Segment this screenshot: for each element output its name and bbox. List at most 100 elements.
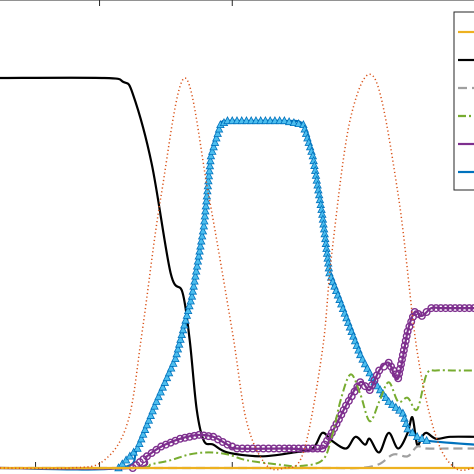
marker-blue-94 <box>213 128 222 137</box>
marker-blue-53 <box>177 329 187 338</box>
marker-blue-93 <box>212 133 221 142</box>
marker-purple-106 <box>407 317 416 326</box>
marker-blue-87 <box>205 161 215 170</box>
series-gray <box>0 445 474 470</box>
marker-blue-175 <box>387 399 397 408</box>
marker-purple-38 <box>176 434 185 443</box>
marker-blue-49 <box>172 349 181 358</box>
marker-purple-114 <box>436 304 445 313</box>
marker-blue-34 <box>142 420 152 429</box>
marker-purple-49 <box>228 442 237 451</box>
marker-blue-176 <box>391 402 401 411</box>
marker-blue-86 <box>205 166 214 175</box>
marker-blue-89 <box>206 151 216 160</box>
marker-blue-80 <box>202 196 211 205</box>
marker-purple-48 <box>223 440 232 449</box>
marker-purple-57 <box>269 444 278 453</box>
marker-blue-76 <box>200 216 209 225</box>
marker-purple-55 <box>259 444 268 453</box>
marker-purple-100 <box>399 346 408 355</box>
marker-purple-115 <box>441 304 450 313</box>
marker-blue-37 <box>148 406 157 415</box>
legend-box <box>453 11 474 191</box>
marker-blue-95 <box>214 124 224 133</box>
series-purple <box>0 304 474 473</box>
marker-purple-121 <box>470 304 474 313</box>
marker-blue-30 <box>135 438 144 448</box>
marker-purple-51 <box>238 444 247 453</box>
marker-purple-99 <box>398 350 407 359</box>
marker-blue-70 <box>195 246 204 255</box>
marker-blue-38 <box>150 401 159 410</box>
marker-blue-79 <box>201 201 211 210</box>
series-line-green <box>0 369 474 470</box>
marker-blue-33 <box>140 424 150 433</box>
marker-blue-59 <box>185 301 194 310</box>
marker-blue-71 <box>196 241 205 250</box>
series-line-black <box>0 76 474 458</box>
marker-purple-110 <box>417 311 426 320</box>
marker-blue-35 <box>144 415 154 424</box>
marker-blue-67 <box>192 261 202 270</box>
marker-purple-111 <box>422 308 431 317</box>
series-black <box>0 76 474 458</box>
marker-blue-88 <box>206 156 215 165</box>
marker-blue-74 <box>198 226 208 235</box>
series-dotted <box>0 73 474 472</box>
marker-purple-62 <box>294 444 303 453</box>
marker-blue-54 <box>178 325 188 334</box>
marker-blue-113 <box>294 118 303 128</box>
marker-blue-90 <box>208 146 217 155</box>
marker-purple-112 <box>427 304 436 313</box>
marker-purple-90 <box>384 358 393 367</box>
marker-purple-35 <box>161 440 170 449</box>
marker-purple-58 <box>275 444 284 453</box>
marker-blue-77 <box>200 211 210 220</box>
marker-purple-68 <box>320 440 329 449</box>
marker-blue-92 <box>210 137 220 146</box>
marker-blue-112 <box>289 117 299 127</box>
marker-purple-40 <box>185 432 194 441</box>
marker-purple-117 <box>451 304 460 313</box>
marker-purple-66 <box>313 444 322 453</box>
series-blue <box>0 116 474 472</box>
marker-purple-67 <box>318 444 327 453</box>
marker-purple-54 <box>254 444 263 453</box>
marker-blue-85 <box>204 171 214 180</box>
marker-blue-69 <box>194 251 204 260</box>
marker-blue-177 <box>395 405 404 414</box>
marker-blue-75 <box>199 221 209 230</box>
marker-blue-43 <box>160 377 170 386</box>
marker-blue-39 <box>152 396 161 405</box>
marker-blue-51 <box>174 339 184 348</box>
marker-purple-44 <box>204 432 213 441</box>
marker-purple-36 <box>166 438 175 447</box>
marker-blue-174 <box>384 396 393 405</box>
marker-purple-56 <box>264 444 273 453</box>
marker-blue-58 <box>183 305 193 314</box>
marker-blue-73 <box>197 231 207 240</box>
marker-blue-61 <box>187 291 197 300</box>
marker-purple-105 <box>405 322 414 331</box>
marker-purple-53 <box>248 444 257 453</box>
marker-purple-52 <box>243 444 252 453</box>
marker-purple-93 <box>391 370 400 379</box>
legend <box>453 11 474 191</box>
marker-purple-103 <box>402 332 411 341</box>
marker-blue-183 <box>412 431 422 440</box>
marker-blue-66 <box>191 266 201 275</box>
marker-blue-68 <box>193 256 203 265</box>
marker-blue-50 <box>173 344 183 353</box>
marker-blue-111 <box>284 117 294 126</box>
marker-blue-72 <box>197 236 206 245</box>
marker-blue-45 <box>164 368 174 377</box>
marker-purple-104 <box>403 327 412 336</box>
marker-blue-26 <box>121 455 131 464</box>
marker-purple-39 <box>180 433 189 442</box>
marker-blue-27 <box>125 451 135 460</box>
marker-purple-88 <box>375 366 384 375</box>
marker-purple-96 <box>396 364 405 373</box>
marker-blue-55 <box>180 320 189 329</box>
marker-blue-182 <box>408 428 417 437</box>
